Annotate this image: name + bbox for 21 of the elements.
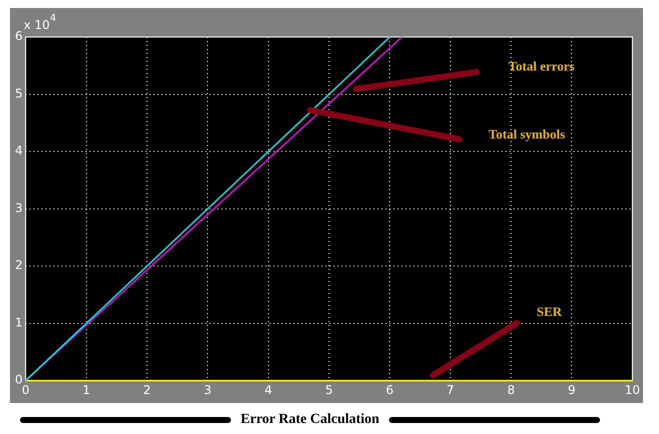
annotation: SER [536,304,562,319]
x-tick-label: 1 [82,382,90,397]
y-tick-label: 5 [14,86,23,100]
annotation: Total symbols [488,126,566,142]
y-tick-label: 1 [14,315,23,330]
text: Error Rate Calculation [240,412,380,428]
y-tick-label: 0 [14,372,23,387]
annotation: Total errors [508,58,574,74]
x-tick-label: 8 [507,382,515,397]
y-tick-label: 3 [14,200,23,215]
x-tick-label: 5 [325,382,333,397]
x-tick-label: 7 [446,382,454,397]
y-tick-label: 2 [14,258,23,272]
x-tick-label: 3 [204,382,212,397]
x-tick-label: 10 [624,382,640,397]
x-tick-label: 9 [568,382,576,397]
y-tick-label: 4 [14,144,23,158]
x-tick-label: 4 [264,382,272,397]
x-tick-label: 6 [386,382,394,397]
x-tick-label: 2 [143,382,151,397]
y-tick-label: 6 [14,29,23,44]
